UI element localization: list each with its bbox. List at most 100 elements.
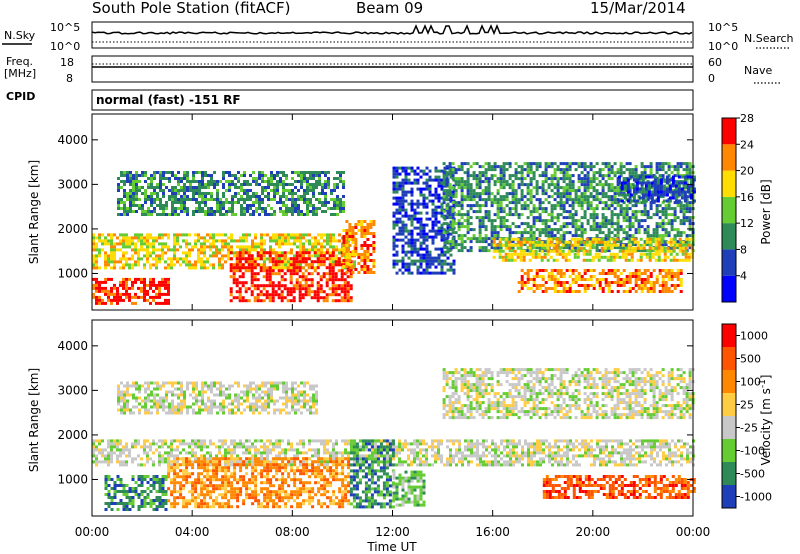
power-cell [559, 186, 563, 190]
power-cell [128, 257, 131, 261]
power-cell [655, 222, 659, 226]
power-cell [206, 245, 209, 249]
power-cell [366, 268, 370, 271]
power-cell [192, 177, 195, 180]
power-cell [144, 195, 147, 198]
power-cell [431, 262, 435, 266]
power-cell [504, 255, 508, 259]
power-cell [237, 171, 240, 174]
power-cell [550, 162, 554, 166]
power-cell [162, 189, 165, 192]
power-cell [571, 216, 575, 220]
power-cell [222, 177, 225, 180]
power-cell [446, 250, 450, 254]
power-cell [637, 222, 641, 226]
power-cell [667, 207, 671, 211]
power-cell [661, 278, 665, 281]
power-cell [125, 236, 128, 240]
power-cell [555, 243, 559, 247]
power-cell [135, 189, 138, 192]
power-cell [638, 196, 642, 200]
power-cell [649, 204, 653, 208]
power-cell [331, 290, 335, 294]
power-cell [556, 168, 560, 172]
power-cell [401, 223, 405, 227]
power-cell [258, 201, 261, 204]
power-cell [597, 237, 601, 241]
power-cell [398, 205, 402, 209]
power-cell [284, 260, 287, 264]
power-cell [688, 234, 692, 238]
power-cell [592, 275, 596, 278]
power-cell [553, 269, 557, 272]
power-cell [440, 262, 444, 266]
power-cell [658, 165, 662, 169]
power-cell [514, 195, 518, 199]
power-cell [610, 269, 614, 272]
power-cell [167, 266, 170, 270]
power-cell [619, 171, 623, 175]
power-cell [224, 239, 227, 243]
cpid-panel-frame [91, 89, 694, 111]
power-cell [559, 192, 563, 196]
power-cell [437, 271, 441, 275]
power-cell [244, 257, 248, 261]
power-cell [660, 246, 664, 250]
power-cell [134, 233, 137, 237]
power-cell [637, 278, 641, 281]
power-cell [682, 168, 686, 172]
power-cell [532, 243, 536, 247]
power-cell [475, 177, 479, 181]
power-cell [577, 225, 581, 229]
power-cell [270, 189, 273, 192]
power-cell [676, 246, 680, 250]
power-cell [622, 246, 626, 250]
power-cell [607, 165, 611, 169]
power-cell [562, 204, 566, 208]
power-cell [201, 201, 204, 204]
power-cell [243, 174, 246, 177]
power-cell [171, 192, 174, 195]
power-cell [316, 272, 320, 276]
power-cell [339, 207, 342, 210]
power-cell [440, 271, 444, 275]
power-cell [496, 231, 500, 235]
power-cell [658, 222, 662, 226]
power-cell [259, 293, 263, 297]
power-cell [116, 289, 119, 293]
power-cell [113, 257, 116, 261]
power-cell [501, 249, 505, 253]
power-cell [215, 233, 218, 237]
power-cell [126, 207, 129, 210]
power-cell [685, 168, 689, 172]
power-cell [517, 165, 521, 169]
power-cell [210, 195, 213, 198]
power-cell [616, 171, 620, 175]
power-cell [216, 192, 219, 195]
power-cell [267, 180, 270, 183]
power-cell [547, 287, 551, 290]
power-cell [434, 193, 438, 197]
power-cell [622, 231, 626, 235]
power-cell [604, 195, 608, 199]
power-cell [591, 243, 595, 247]
power-cell [514, 225, 518, 229]
power-cell [395, 217, 399, 221]
power-cell [505, 225, 509, 229]
power-cell [366, 247, 370, 250]
power-cell [131, 239, 134, 243]
power-cell [523, 183, 527, 187]
power-cell [670, 225, 674, 229]
power-cell [256, 284, 260, 288]
power-cell [244, 266, 248, 270]
power-cell [401, 181, 405, 185]
power-cell [451, 177, 455, 181]
power-cell [573, 252, 577, 256]
power-cell [528, 258, 532, 262]
power-cell [543, 255, 547, 259]
power-cell [499, 222, 503, 226]
power-cell [622, 281, 626, 284]
power-cell [95, 289, 98, 293]
power-cell [519, 249, 523, 253]
power-cell [677, 190, 681, 194]
